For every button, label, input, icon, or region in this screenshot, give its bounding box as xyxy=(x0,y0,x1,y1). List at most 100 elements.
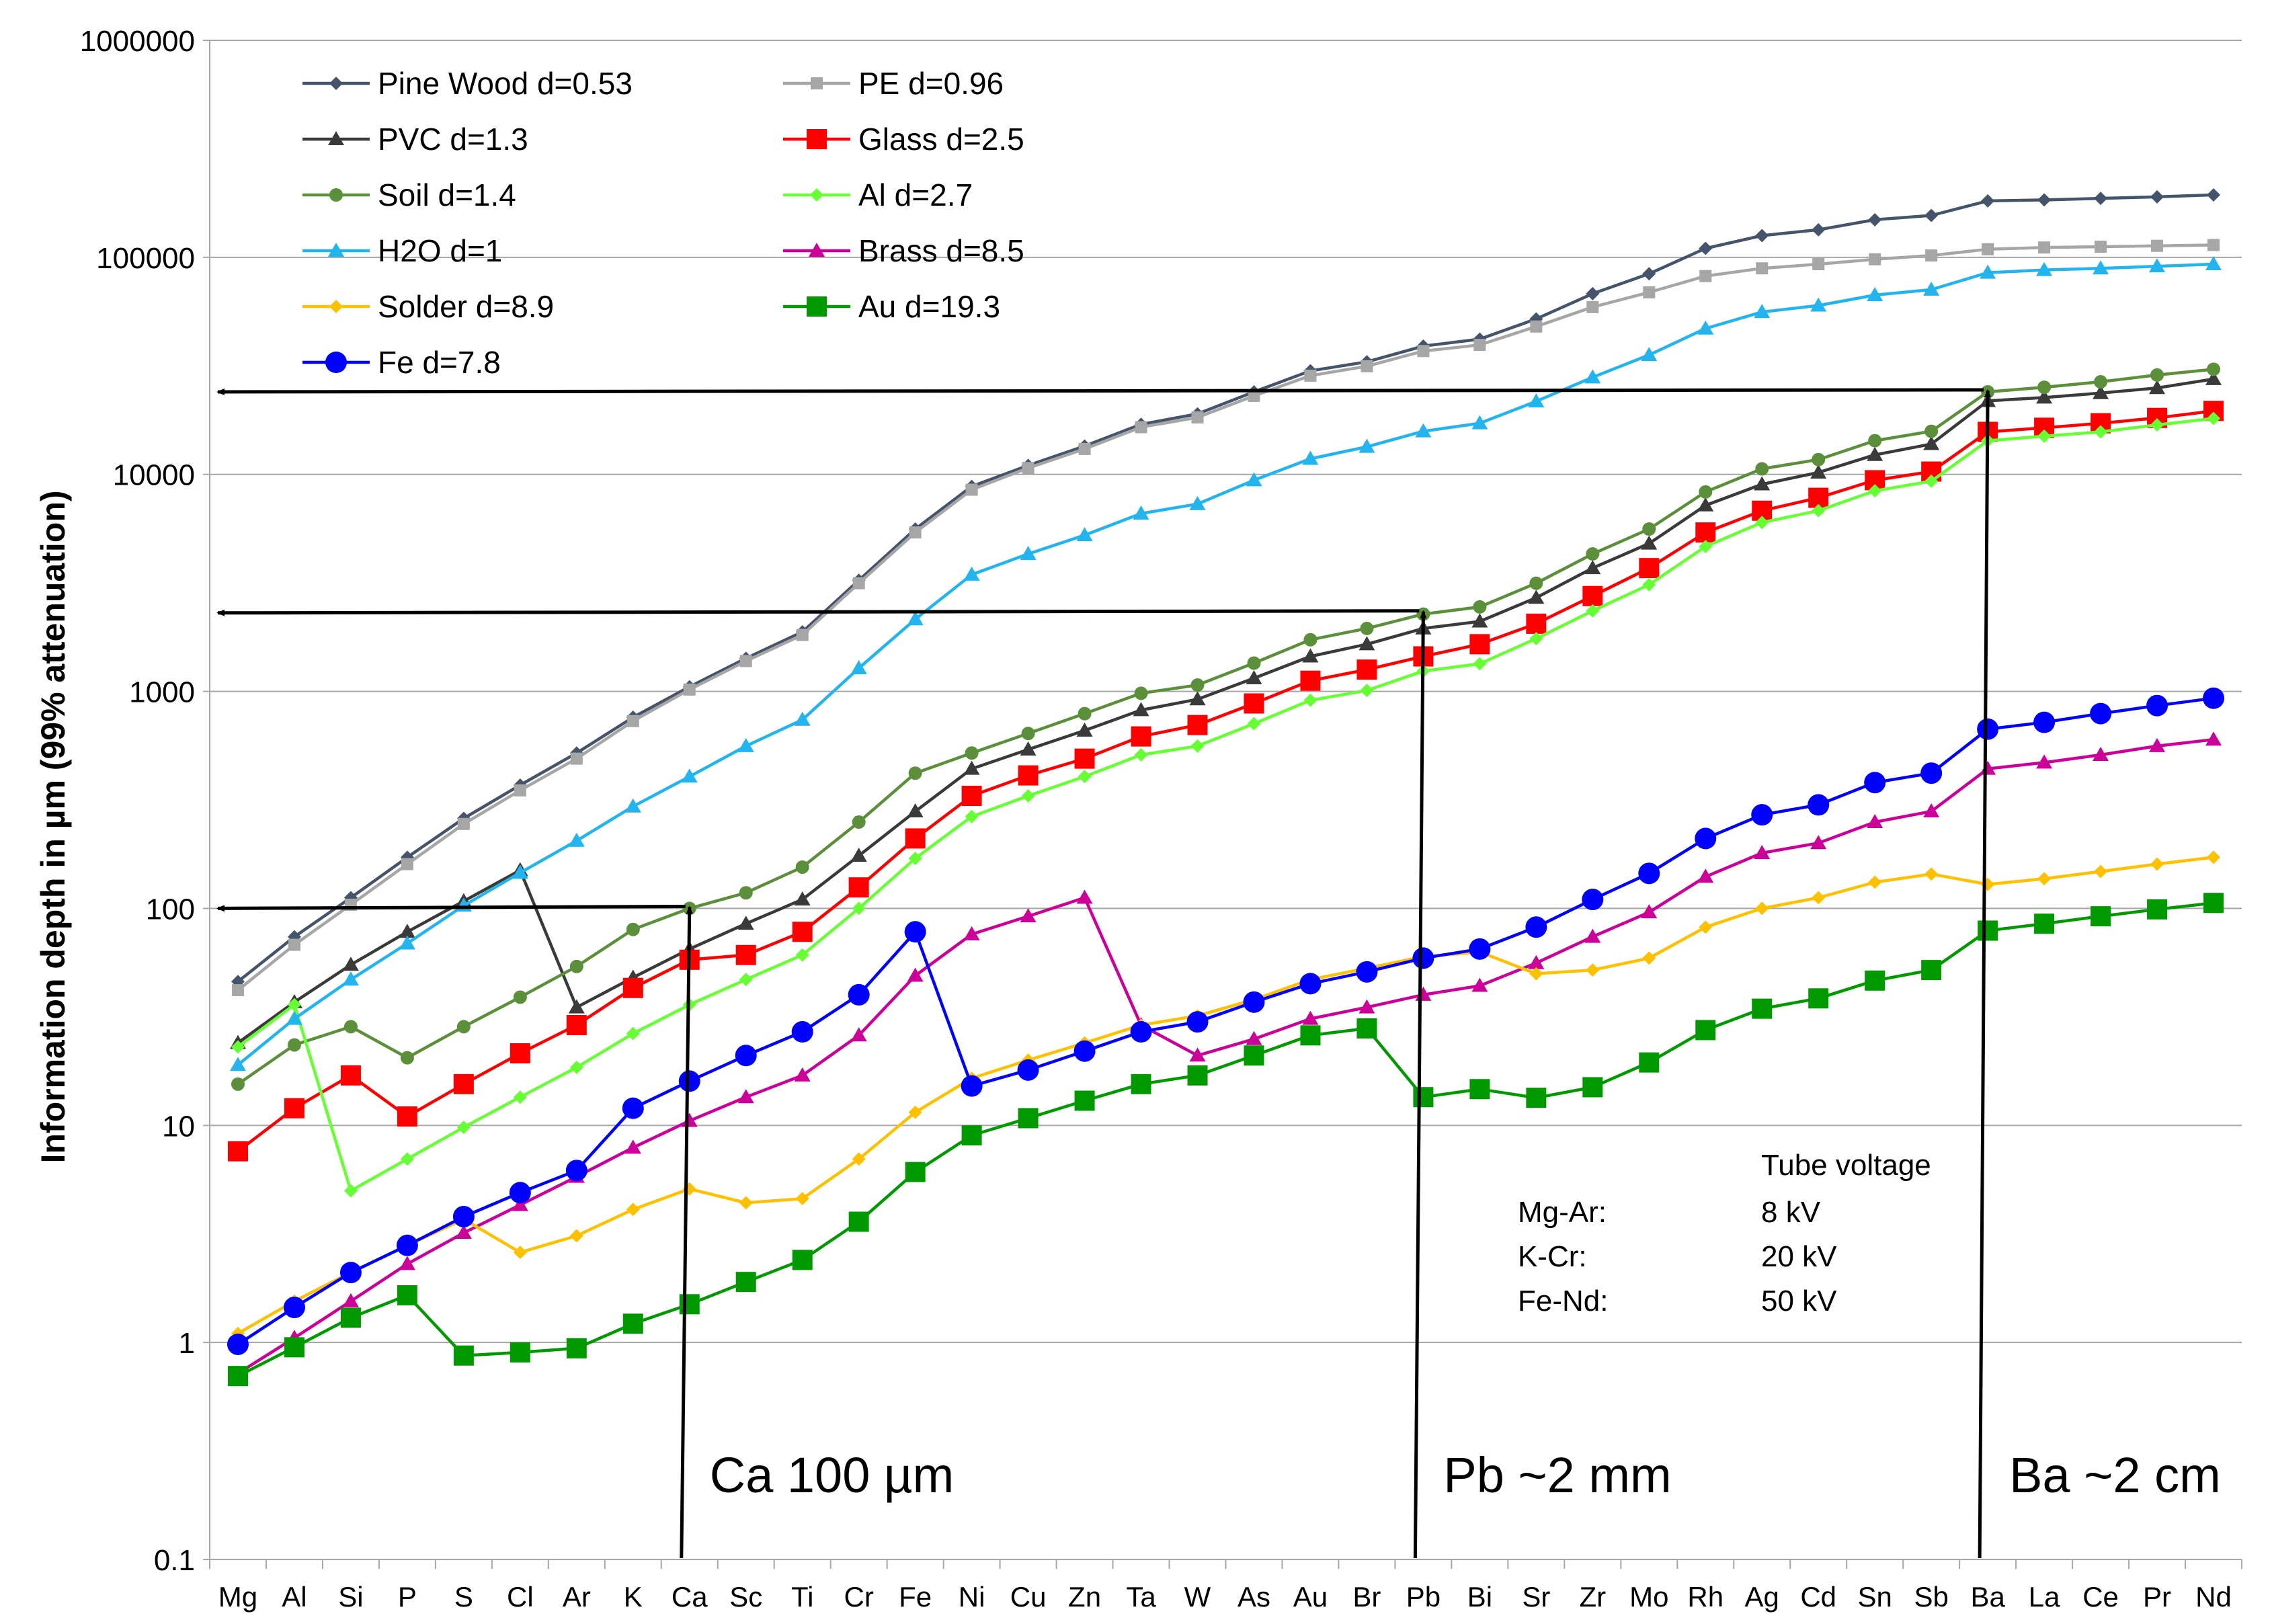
data-point xyxy=(1074,748,1095,769)
data-point xyxy=(1469,1079,1490,1100)
data-point xyxy=(1582,889,1604,911)
data-point xyxy=(1413,1087,1434,1108)
horizontal-arrow xyxy=(216,609,1420,616)
data-point xyxy=(1244,693,1264,714)
legend-item: Pine Wood d=0.53 xyxy=(302,66,633,101)
data-point xyxy=(1018,1108,1039,1129)
data-point xyxy=(1529,632,1543,646)
data-point xyxy=(1471,977,1488,992)
data-point xyxy=(1755,229,1769,243)
data-point xyxy=(1473,339,1486,352)
data-point xyxy=(1134,747,1148,762)
data-point xyxy=(1641,904,1658,919)
data-point xyxy=(795,860,809,874)
data-point xyxy=(1699,241,1713,255)
data-point xyxy=(737,1089,754,1104)
data-point xyxy=(1191,411,1204,423)
data-point xyxy=(400,1152,414,1166)
data-point xyxy=(1131,1073,1151,1094)
data-point xyxy=(456,1121,471,1135)
tube-voltage-note: Tube voltage Mg-Ar: 8 kV K-Cr: 20 kV Fe-Nd: 50… xyxy=(1518,1149,1931,1317)
y-tick-label: 1 xyxy=(179,1327,195,1360)
data-point xyxy=(1247,717,1261,731)
data-point xyxy=(1697,497,1714,512)
data-point xyxy=(1076,527,1093,542)
data-point xyxy=(2036,754,2053,769)
data-point xyxy=(2094,864,2108,879)
data-point xyxy=(908,1105,922,1119)
data-point xyxy=(1248,389,1260,402)
data-point xyxy=(1133,505,1149,520)
data-point xyxy=(286,1010,302,1025)
data-point xyxy=(1471,613,1488,628)
x-tick-label: Bi xyxy=(1467,1581,1492,1613)
y-tick-label: 10000 xyxy=(113,459,195,492)
data-point xyxy=(1756,262,1769,275)
data-point xyxy=(796,628,809,641)
data-point xyxy=(1639,558,1660,579)
legend-marker xyxy=(329,77,343,90)
data-point xyxy=(342,971,359,986)
arrow-label: Pb ~2 mm xyxy=(1443,1447,1671,1503)
series-line xyxy=(237,243,2214,991)
data-point xyxy=(231,1040,245,1054)
data-point xyxy=(1582,585,1603,606)
x-tick-label: Cl xyxy=(507,1581,534,1613)
legend-label: Soil d=1.4 xyxy=(378,177,516,212)
x-tick-label: K xyxy=(624,1581,643,1613)
x-tick-label: Mg xyxy=(218,1581,257,1613)
series-line xyxy=(237,856,2214,1335)
data-point xyxy=(1076,889,1093,904)
data-point xyxy=(848,1211,869,1232)
legend-label: Al d=2.7 xyxy=(858,177,973,212)
data-point xyxy=(1808,794,1830,816)
data-point xyxy=(961,1075,983,1097)
data-point xyxy=(1020,546,1037,561)
data-point xyxy=(1695,1020,1716,1041)
data-point xyxy=(2150,418,2164,432)
data-point xyxy=(681,768,698,783)
data-point xyxy=(1018,765,1039,786)
data-point xyxy=(2203,687,2225,709)
data-point xyxy=(1812,258,1825,271)
legend-marker xyxy=(328,131,344,145)
series-line xyxy=(237,368,2214,1086)
x-tick-label: Pb xyxy=(1406,1581,1441,1613)
data-point xyxy=(2095,240,2107,253)
data-point xyxy=(1022,462,1034,475)
depth-arrows: Ca 100 µm Pb ~2 mm Ba ~2 cm xyxy=(216,388,2221,1559)
series-8 xyxy=(231,850,2221,1340)
data-point xyxy=(401,858,413,870)
legend-label: PE d=0.96 xyxy=(858,66,1004,101)
data-point xyxy=(792,922,813,942)
data-point xyxy=(1073,1040,1096,1062)
data-point xyxy=(626,715,639,727)
data-point xyxy=(1530,320,1543,333)
x-tick-label: Ce xyxy=(2082,1581,2119,1613)
data-point xyxy=(1528,955,1545,969)
tube-voltage-range: K-Cr: xyxy=(1518,1240,1587,1273)
data-point xyxy=(1133,702,1149,717)
data-point xyxy=(2090,702,2112,725)
data-point xyxy=(794,711,811,726)
data-point xyxy=(569,1061,583,1075)
data-point xyxy=(399,924,415,938)
data-point xyxy=(1020,741,1037,756)
legend-item: PE d=0.96 xyxy=(783,66,1004,101)
data-point xyxy=(1473,600,1487,614)
series-line xyxy=(237,737,2214,1375)
x-tick-label: Ta xyxy=(1126,1581,1156,1613)
data-point xyxy=(1754,476,1771,491)
tube-voltage-title: Tube voltage xyxy=(1761,1149,1931,1182)
data-point xyxy=(343,1020,358,1034)
data-point xyxy=(1302,450,1319,465)
tube-voltage-value: 50 kV xyxy=(1761,1285,1837,1317)
data-point xyxy=(626,1026,640,1041)
data-point xyxy=(1358,438,1375,453)
data-point xyxy=(1868,434,1882,448)
data-point xyxy=(1356,961,1378,983)
arrow-ca: Ca 100 µm xyxy=(216,904,954,1559)
data-point xyxy=(2150,190,2164,204)
data-point xyxy=(343,1184,358,1198)
